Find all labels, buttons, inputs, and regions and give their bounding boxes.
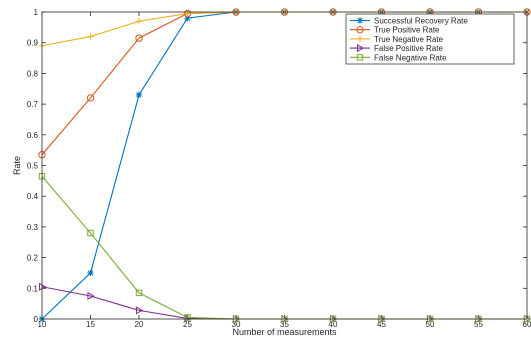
x-tick-label: 60 <box>523 320 531 329</box>
legend-label: True Positive Rate <box>374 26 440 35</box>
y-axis-title: Rate <box>12 156 22 175</box>
x-tick-label: 45 <box>377 320 386 329</box>
x-tick-label: 25 <box>183 320 192 329</box>
x-tick-label: 20 <box>135 320 144 329</box>
legend-item: True Negative Rate <box>350 35 444 44</box>
data-point <box>184 14 191 22</box>
x-tick-label: 55 <box>474 320 483 329</box>
data-point <box>184 10 191 17</box>
data-point <box>135 91 143 99</box>
data-point <box>135 34 143 42</box>
y-axis-ticks: 0 0.1 0.2 0.3 0.4 0.5 0.6 0.7 0.8 0.9 1 <box>27 8 527 324</box>
legend-label: False Positive Rate <box>374 44 443 53</box>
x-tick-label: 40 <box>329 320 338 329</box>
x-tick-label: 15 <box>86 320 95 329</box>
legend-label: True Negative Rate <box>374 35 444 44</box>
y-tick-label: 0.1 <box>27 284 39 293</box>
data-point <box>135 289 143 297</box>
x-tick-label: 50 <box>426 320 435 329</box>
legend-box <box>345 13 515 65</box>
legend-marker <box>356 54 364 61</box>
x-tick-label: 10 <box>38 320 47 329</box>
y-tick-label: 0.7 <box>27 100 39 109</box>
data-point <box>87 229 94 237</box>
y-tick-label: 0 <box>34 315 39 324</box>
legend-item: True Positive Rate <box>350 26 440 35</box>
legend-item: False Negative Rate <box>350 53 447 62</box>
legend-marker <box>356 35 364 43</box>
y-tick-label: 0.9 <box>27 39 39 48</box>
data-point <box>184 314 191 321</box>
y-tick-label: 0.8 <box>27 69 39 78</box>
data-point <box>135 306 144 315</box>
legend-marker <box>356 44 365 53</box>
legend-item: False Positive Rate <box>350 44 443 53</box>
data-point <box>87 33 94 40</box>
legend-label: Successful Recovery Rate <box>374 17 468 26</box>
x-tick-label: 35 <box>280 320 289 329</box>
legend-marker <box>356 26 364 34</box>
y-tick-label: 1 <box>34 8 39 17</box>
y-tick-label: 0.2 <box>27 254 39 263</box>
legend-item: Successful Recovery Rate <box>350 17 468 26</box>
data-point <box>87 269 94 277</box>
x-tick-label: 30 <box>232 320 241 329</box>
plot-frame <box>41 11 528 320</box>
data-point <box>87 291 95 301</box>
y-tick-label: 0.3 <box>27 223 39 232</box>
data-point <box>86 94 95 102</box>
legend-label: False Negative Rate <box>374 53 447 62</box>
y-tick-label: 0.5 <box>27 162 39 171</box>
y-tick-label: 0.4 <box>27 192 39 201</box>
data-point <box>135 18 143 25</box>
y-tick-label: 0.6 <box>27 131 39 140</box>
legend-marker <box>356 17 364 24</box>
x-axis-title: Number of measurements <box>232 327 337 337</box>
